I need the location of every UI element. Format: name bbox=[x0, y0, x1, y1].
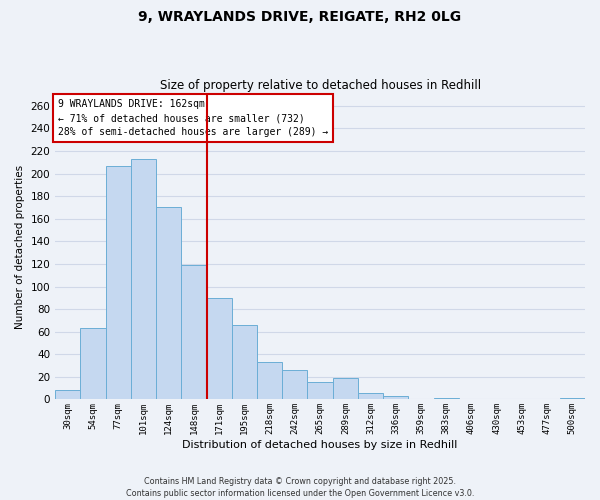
Bar bbox=[232, 325, 257, 400]
Text: 9, WRAYLANDS DRIVE, REIGATE, RH2 0LG: 9, WRAYLANDS DRIVE, REIGATE, RH2 0LG bbox=[139, 10, 461, 24]
X-axis label: Distribution of detached houses by size in Redhill: Distribution of detached houses by size … bbox=[182, 440, 458, 450]
Bar bbox=[181, 265, 206, 400]
Bar bbox=[80, 328, 106, 400]
Bar bbox=[434, 398, 459, 400]
Bar bbox=[560, 398, 585, 400]
Bar bbox=[307, 382, 332, 400]
Y-axis label: Number of detached properties: Number of detached properties bbox=[15, 165, 25, 329]
Bar bbox=[257, 362, 282, 400]
Text: Contains HM Land Registry data © Crown copyright and database right 2025.
Contai: Contains HM Land Registry data © Crown c… bbox=[126, 476, 474, 498]
Bar bbox=[383, 396, 409, 400]
Bar bbox=[156, 208, 181, 400]
Bar bbox=[106, 166, 131, 400]
Bar bbox=[131, 159, 156, 400]
Bar bbox=[282, 370, 307, 400]
Bar bbox=[206, 298, 232, 400]
Bar bbox=[55, 390, 80, 400]
Text: 9 WRAYLANDS DRIVE: 162sqm
← 71% of detached houses are smaller (732)
28% of semi: 9 WRAYLANDS DRIVE: 162sqm ← 71% of detac… bbox=[58, 99, 328, 137]
Bar bbox=[332, 378, 358, 400]
Title: Size of property relative to detached houses in Redhill: Size of property relative to detached ho… bbox=[160, 79, 481, 92]
Bar bbox=[358, 392, 383, 400]
